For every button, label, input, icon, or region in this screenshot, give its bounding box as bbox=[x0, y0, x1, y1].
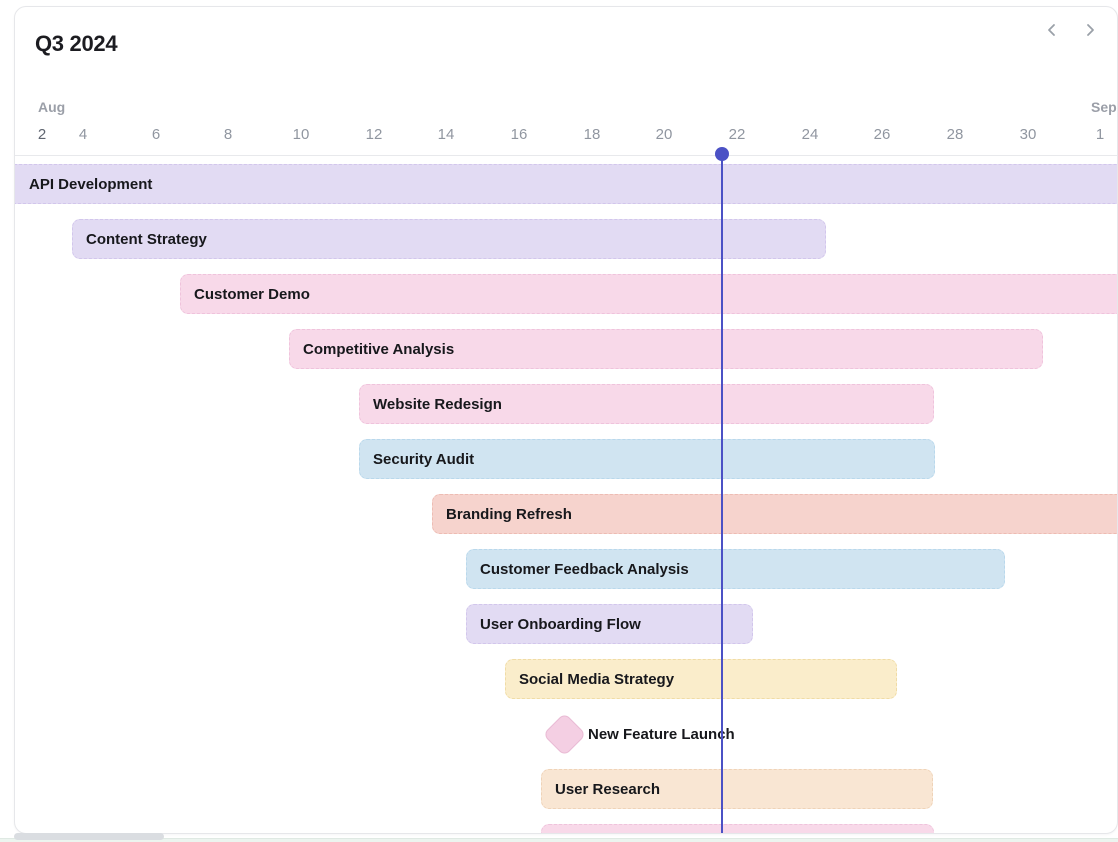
task-bar-customer-demo[interactable]: Customer Demo bbox=[180, 274, 1117, 314]
next-period-button[interactable] bbox=[1079, 19, 1101, 41]
task-label: Customer Demo bbox=[194, 285, 310, 303]
task-bar-user-research[interactable]: User Research bbox=[541, 769, 933, 809]
day-tick: 8 bbox=[223, 126, 233, 143]
day-tick: 20 bbox=[655, 126, 673, 143]
milestone-diamond-icon bbox=[542, 712, 587, 756]
day-tick: 16 bbox=[510, 126, 528, 143]
chevron-right-icon bbox=[1083, 23, 1097, 37]
month-label-row: Aug Sep bbox=[15, 99, 1117, 117]
prev-period-button[interactable] bbox=[1041, 19, 1063, 41]
task-label: Competitive Analysis bbox=[303, 340, 455, 358]
today-marker-dot bbox=[715, 147, 729, 161]
task-bar-user-onboarding-flow[interactable]: User Onboarding Flow bbox=[466, 604, 753, 644]
task-bar-api-development[interactable]: API Development bbox=[15, 164, 1117, 204]
month-label: Aug bbox=[38, 99, 66, 115]
task-label: New Feature Launch bbox=[588, 725, 735, 743]
task-bar-customer-feedback-analysis[interactable]: Customer Feedback Analysis bbox=[466, 549, 1005, 589]
task-bar-security-audit[interactable]: Security Audit bbox=[359, 439, 935, 479]
day-tick: 4 bbox=[78, 126, 88, 143]
timeline-nav bbox=[1041, 19, 1101, 41]
day-tick: 10 bbox=[292, 126, 310, 143]
task-label: Social Media Strategy bbox=[519, 670, 675, 688]
month-label: Sep bbox=[1091, 99, 1117, 115]
task-label: Customer Feedback Analysis bbox=[480, 560, 689, 578]
day-tick: 30 bbox=[1019, 126, 1037, 143]
day-tick: 26 bbox=[873, 126, 891, 143]
task-label: User Onboarding Flow bbox=[480, 615, 641, 633]
task-bar-branding-refresh[interactable]: Branding Refresh bbox=[432, 494, 1117, 534]
task-bar-website-redesign[interactable]: Website Redesign bbox=[359, 384, 934, 424]
day-tick: 28 bbox=[946, 126, 964, 143]
task-label: Website Redesign bbox=[373, 395, 502, 413]
day-tick: 2 bbox=[37, 126, 47, 143]
day-tick: 6 bbox=[151, 126, 161, 143]
task-label: Branding Refresh bbox=[446, 505, 572, 523]
task-bar-content-strategy[interactable]: Content Strategy bbox=[72, 219, 826, 259]
task-bar-social-media-strategy[interactable]: Social Media Strategy bbox=[505, 659, 897, 699]
day-tick-row: 2 4 6 8 10 12 14 16 18 20 22 24 26 28 30 1 bbox=[15, 126, 1117, 146]
task-label: User Research bbox=[555, 780, 661, 798]
horizontal-scrollbar-thumb[interactable] bbox=[14, 833, 164, 840]
day-tick: 14 bbox=[437, 126, 455, 143]
milestone-new-feature-launch[interactable]: New Feature Launch bbox=[542, 712, 735, 756]
next-card-edge bbox=[0, 838, 1118, 842]
day-tick: 22 bbox=[728, 126, 746, 143]
gantt-card: Q3 2024 Aug Sep 2 4 6 8 10 12 14 16 18 20 22 24 26 28 3… bbox=[14, 6, 1118, 834]
header-divider bbox=[15, 155, 1117, 156]
day-tick: 1 bbox=[1095, 126, 1105, 143]
task-label: Security Audit bbox=[373, 450, 475, 468]
task-bar-clipped-bottom[interactable] bbox=[541, 824, 934, 833]
task-label: API Development bbox=[29, 175, 153, 193]
task-label: Content Strategy bbox=[86, 230, 207, 248]
day-tick: 18 bbox=[583, 126, 601, 143]
today-line bbox=[721, 154, 723, 833]
day-tick: 12 bbox=[365, 126, 383, 143]
task-bar-competitive-analysis[interactable]: Competitive Analysis bbox=[289, 329, 1043, 369]
page-title: Q3 2024 bbox=[35, 31, 118, 56]
day-tick: 24 bbox=[801, 126, 819, 143]
chevron-left-icon bbox=[1045, 23, 1059, 37]
